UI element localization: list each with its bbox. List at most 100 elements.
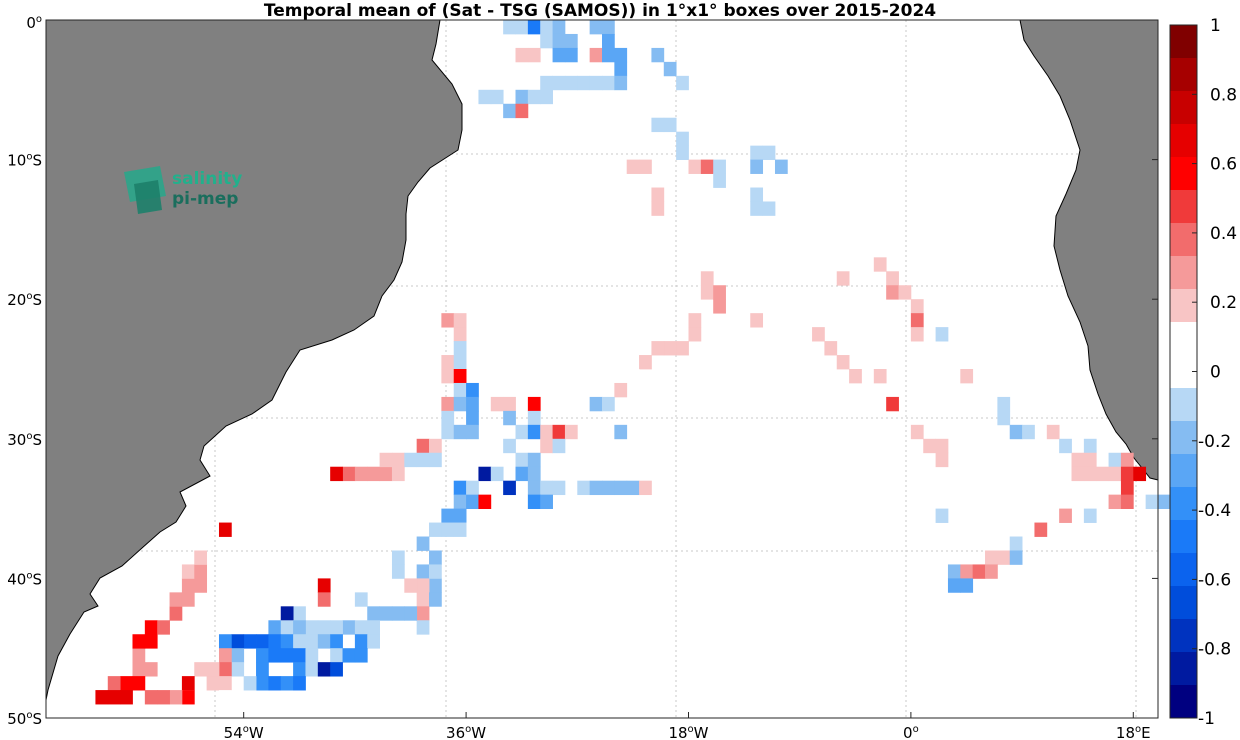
heatmap-cell xyxy=(762,201,776,216)
heatmap-cell xyxy=(886,285,899,300)
heatmap-cell xyxy=(700,271,714,286)
heatmap-cell xyxy=(1059,438,1072,454)
heatmap-cell xyxy=(540,438,553,454)
heatmap-cell xyxy=(1133,466,1147,482)
heatmap-cell xyxy=(256,634,269,649)
heatmap-cell xyxy=(453,369,467,384)
heatmap-cell xyxy=(614,75,628,91)
y-tick-label: 30oS xyxy=(7,431,42,449)
heatmap-cell xyxy=(577,75,591,91)
heatmap-cell xyxy=(206,662,220,677)
heatmap-cell xyxy=(552,33,566,49)
colorbar-segment xyxy=(1170,520,1197,554)
heatmap-cell xyxy=(1083,452,1097,468)
heatmap-cell xyxy=(342,466,356,482)
colorbar-segment xyxy=(1170,487,1197,521)
heatmap-cell xyxy=(95,690,109,705)
heatmap-cell xyxy=(379,466,393,482)
map-frame xyxy=(45,19,1159,719)
heatmap-cell xyxy=(453,382,467,398)
heatmap-cell xyxy=(429,452,442,468)
heatmap-cell xyxy=(391,606,405,621)
heatmap-cell xyxy=(181,592,195,607)
heatmap-cell xyxy=(750,187,764,202)
heatmap-cell xyxy=(466,480,479,496)
heatmap-cell xyxy=(960,369,974,384)
heatmap-cell xyxy=(416,606,430,621)
heatmap-cell xyxy=(293,606,306,621)
heatmap-cell xyxy=(676,75,689,91)
heatmap-cell xyxy=(873,257,887,272)
heatmap-cell xyxy=(527,396,541,412)
colorbar-tick-label: 0.4 xyxy=(1210,224,1237,244)
heatmap-cell xyxy=(1083,466,1097,482)
heatmap-cell xyxy=(663,117,677,133)
heatmap-cell xyxy=(750,145,764,160)
heatmap-cell xyxy=(330,620,343,635)
heatmap-cell xyxy=(614,382,628,398)
heatmap-cell xyxy=(268,676,282,691)
heatmap-cell xyxy=(293,676,306,691)
heatmap-cell xyxy=(317,662,331,677)
heatmap-cell xyxy=(602,33,615,49)
colorbar-tick-label: -0.2 xyxy=(1198,432,1231,452)
heatmap-cell xyxy=(317,592,331,607)
heatmap-cell xyxy=(1034,522,1048,537)
heatmap-cell xyxy=(997,396,1011,412)
heatmap-cell xyxy=(453,396,467,412)
heatmap-cell xyxy=(305,620,319,635)
heatmap-cell xyxy=(564,424,578,440)
heatmap-cell xyxy=(132,676,146,691)
heatmap-cell xyxy=(515,89,529,105)
heatmap-cell xyxy=(997,550,1011,565)
heatmap-cell xyxy=(503,410,516,426)
heatmap-cell xyxy=(676,131,689,147)
heatmap-cell xyxy=(293,620,306,635)
heatmap-cell xyxy=(280,676,294,691)
heatmap-cell xyxy=(453,327,467,342)
heatmap-cell xyxy=(1108,452,1122,468)
heatmap-cell xyxy=(194,578,208,593)
heatmap-cell xyxy=(651,117,665,133)
heatmap-cell xyxy=(602,20,615,35)
heatmap-cell xyxy=(515,47,529,63)
heatmap-cell xyxy=(1120,466,1134,482)
heatmap-cell xyxy=(1120,452,1134,468)
colorbar-segment xyxy=(1170,223,1197,257)
heatmap-cell xyxy=(181,578,195,593)
heatmap-cell xyxy=(515,20,529,35)
heatmap-cell xyxy=(218,522,232,537)
heatmap-cell xyxy=(1022,424,1035,440)
heatmap-cell xyxy=(466,396,479,412)
heatmap-cell xyxy=(527,47,541,63)
heatmap-cell xyxy=(1046,424,1060,440)
heatmap-cell xyxy=(416,578,430,593)
heatmap-cell xyxy=(503,480,516,496)
heatmap-cell xyxy=(540,20,553,35)
heatmap-cell xyxy=(453,508,467,523)
heatmap-cell xyxy=(181,676,195,691)
heatmap-cell xyxy=(354,592,368,607)
heatmap-cell xyxy=(107,676,121,691)
heatmap-cell xyxy=(651,341,665,356)
heatmap-cell xyxy=(367,620,380,635)
salinity-pimep-logo: salinity pi-mep xyxy=(124,166,242,214)
heatmap-cell xyxy=(1120,480,1134,496)
heatmap-cell xyxy=(1059,508,1072,523)
heatmap-cell xyxy=(256,676,269,691)
x-tick-label: 0o xyxy=(903,724,919,740)
heatmap-cell xyxy=(293,648,306,663)
heatmap-cell xyxy=(268,620,282,635)
heatmap-cell xyxy=(503,103,516,119)
heatmap-cell xyxy=(515,424,529,440)
colorbar-segment xyxy=(1170,553,1197,587)
heatmap-cell xyxy=(1108,466,1122,482)
heatmap-cell xyxy=(181,690,195,705)
heatmap-cell xyxy=(157,690,170,705)
heatmap-cell xyxy=(564,75,578,91)
heatmap-cell xyxy=(1158,494,1171,509)
y-tick-label: 20oS xyxy=(7,291,42,309)
heatmap-cell xyxy=(910,299,924,314)
heatmap-cell xyxy=(935,452,949,468)
heatmap-cell xyxy=(639,355,652,370)
